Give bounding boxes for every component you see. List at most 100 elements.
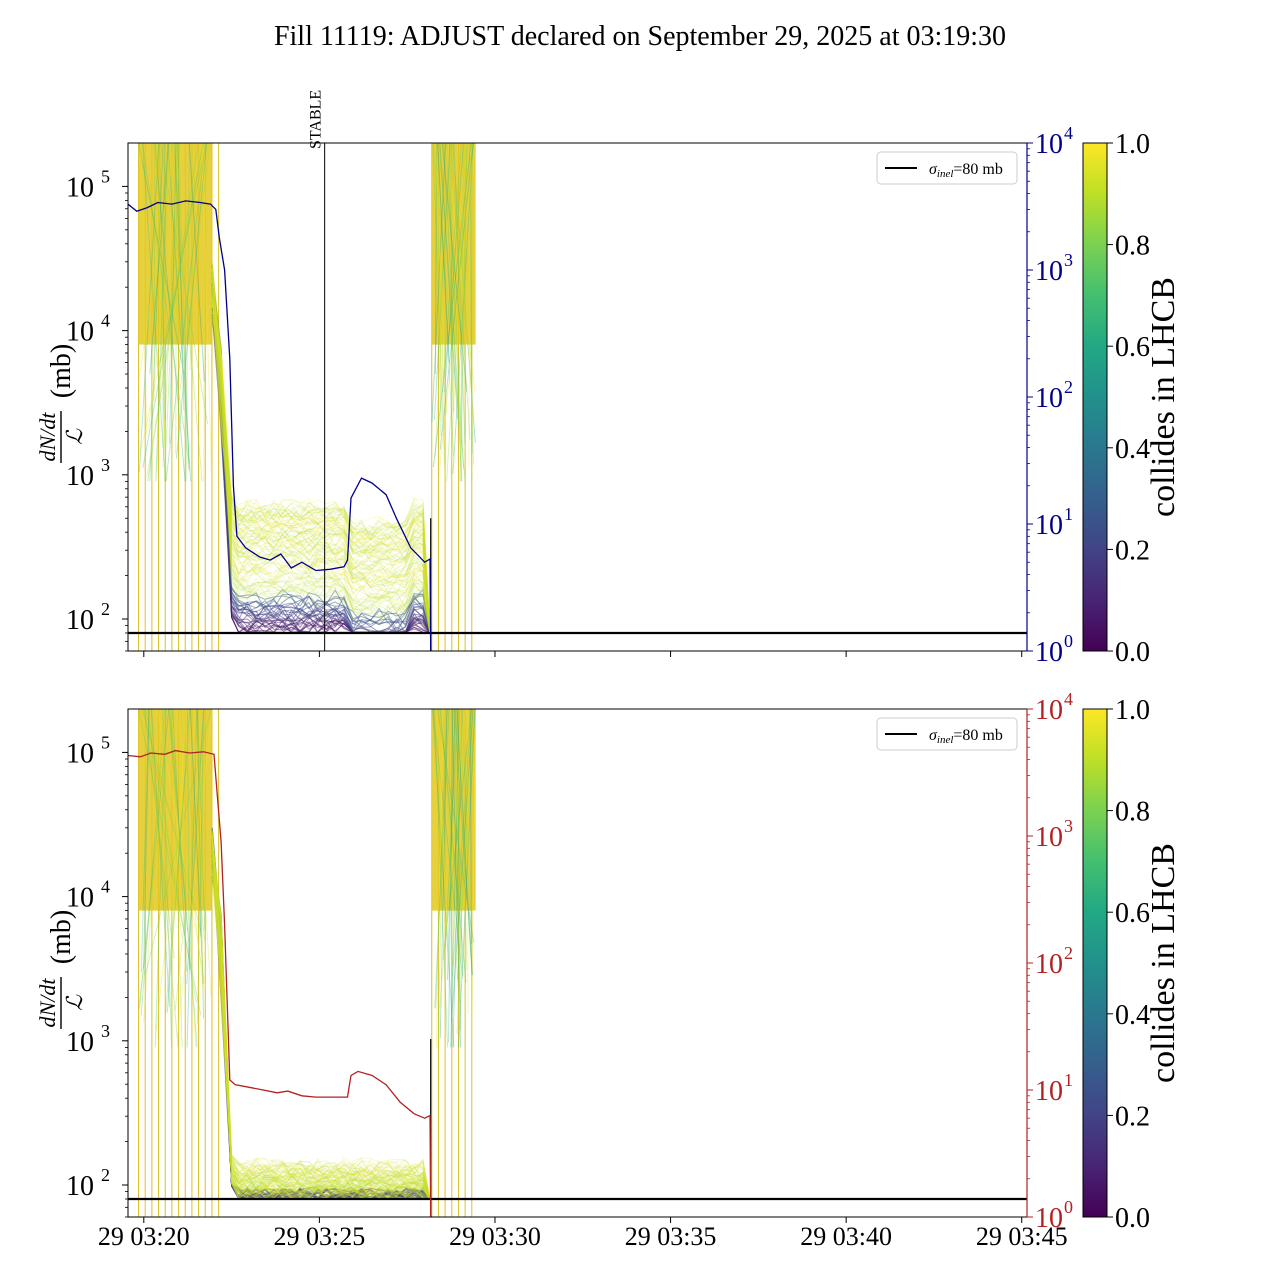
right-y-tick-label: 10: [1035, 1076, 1063, 1107]
bunch-trace: [437, 143, 450, 363]
bunch-trace: [211, 855, 431, 1200]
bunch-trace: [439, 709, 448, 1039]
bunch-trace: [463, 143, 475, 465]
bunch-trace: [211, 304, 431, 634]
bunch-trace: [432, 143, 466, 482]
bunch-trace: [211, 866, 431, 1200]
y-tick-label-exp: 3: [101, 455, 110, 475]
bunch-trace: [154, 143, 186, 482]
bunch-trace: [211, 268, 431, 634]
bunch-trace: [436, 143, 442, 436]
bunch-trace: [147, 143, 199, 482]
bunch-trace: [211, 277, 431, 634]
bunch-trace: [211, 835, 431, 1200]
bunch-trace: [211, 837, 431, 1200]
bunch-trace: [211, 844, 431, 1200]
bunch-trace: [153, 143, 156, 401]
colorbar-tick-label: 0.8: [1115, 797, 1150, 828]
bunch-trace: [143, 709, 150, 969]
bunch-trace: [211, 878, 431, 1200]
bunch-trace: [211, 827, 431, 1200]
bunch-trace: [211, 286, 431, 634]
bunch-trace: [142, 143, 204, 468]
legend-subscript: inel: [937, 734, 954, 746]
bunch-trace: [169, 143, 177, 444]
bunch-trace: [211, 286, 431, 634]
bunch-trace: [211, 266, 431, 634]
bunch-trace: [211, 262, 431, 634]
right-y-tick-label-exp: 1: [1064, 504, 1073, 524]
bunch-trace: [460, 709, 468, 971]
bunch-trace: [211, 879, 431, 1200]
bunch-trace: [211, 854, 431, 1200]
bunch-trace: [177, 143, 185, 411]
bunch-trace: [189, 143, 196, 371]
y-axis-label: dN/dt ℒ (mb): [35, 910, 87, 1029]
bunch-trace: [211, 843, 431, 1200]
bunch-trace: [211, 291, 431, 634]
bunch-trace: [211, 847, 431, 1200]
bunch-trace: [450, 709, 460, 1048]
bunch-trace: [143, 709, 165, 1023]
bunch-trace: [211, 831, 431, 1200]
bunch-trace: [211, 298, 431, 634]
right-y-tick-label: 10: [1035, 383, 1063, 414]
legend: σinel=80 mb: [876, 151, 1018, 185]
right-y-tick-label-exp: 0: [1064, 1197, 1073, 1217]
bunch-trace: [211, 303, 431, 634]
bunch-trace: [171, 709, 187, 960]
bunch-trace: [452, 143, 476, 443]
bunch-trace: [211, 319, 431, 634]
axes-frame: [127, 708, 1028, 1218]
bunch-trace: [211, 869, 431, 1200]
y-tick-label: 10: [66, 461, 94, 492]
colorbar-tick-label: 0.2: [1115, 1101, 1150, 1132]
bunch-trace: [211, 318, 431, 634]
bunch-trace: [452, 709, 463, 1048]
right-y-tick-label: 10: [1035, 637, 1063, 668]
bunch-trace: [211, 846, 431, 1200]
bunch-trace: [169, 709, 198, 1048]
bunch-trace: [211, 292, 431, 634]
bunch-trace: [165, 143, 207, 482]
bunch-trace: [432, 143, 472, 468]
colorbar-gradient: [1082, 708, 1108, 1218]
bunch-trace: [158, 143, 166, 422]
bunch-trace: [211, 837, 431, 1200]
bunch-trace: [211, 853, 431, 1200]
bunch-trace: [211, 312, 431, 634]
legend-rest: =80 mb: [953, 727, 1002, 744]
bunch-trace: [186, 709, 198, 1048]
colorbar-tick-label: 1.0: [1115, 129, 1150, 160]
bunch-trace: [211, 302, 431, 634]
right-y-tick-label-exp: 3: [1064, 250, 1073, 270]
bunch-trace: [211, 833, 431, 1200]
bunch-trace: [211, 312, 431, 634]
bunch-trace: [454, 709, 464, 976]
bunch-trace: [211, 834, 431, 1200]
bunch-trace: [469, 143, 473, 454]
y-tick-label: 10: [66, 317, 94, 348]
bunch-trace: [211, 847, 431, 1200]
bunch-trace: [211, 860, 431, 1200]
bunch-trace: [211, 834, 431, 1200]
bunch-trace: [449, 143, 462, 482]
bunch-trace: [435, 143, 443, 423]
right-y-tick-label: 10: [1035, 1203, 1063, 1234]
bunch-trace: [211, 318, 431, 634]
bunch-trace: [459, 143, 468, 482]
bunch-trace: [211, 298, 431, 634]
top-panel: 10 210 310 410 510 010 110 210 310 4dN/dt ℒ(mb)σin…: [35, 90, 1182, 668]
bunch-trace: [211, 278, 431, 634]
y-tick-label-exp: 4: [101, 311, 110, 331]
bunch-band: [431, 143, 476, 345]
bunch-trace: [211, 853, 431, 1200]
bunch-trace: [174, 143, 190, 470]
bunch-trace: [211, 827, 431, 1200]
right-y-tick-label: 10: [1035, 510, 1063, 541]
bunch-trace: [211, 303, 431, 634]
right-y-tick-label-exp: 2: [1064, 943, 1073, 963]
bunch-trace: [197, 709, 206, 931]
bunch-trace: [211, 837, 431, 1200]
bunch-trace: [211, 838, 431, 1200]
